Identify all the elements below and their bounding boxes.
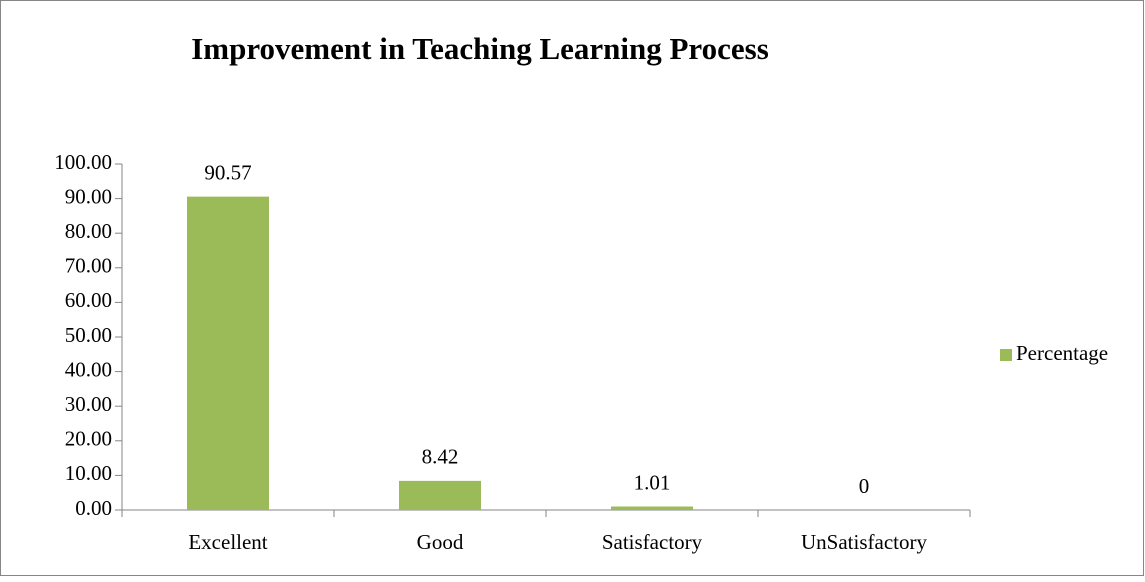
y-tick-label: 10.00 (65, 461, 112, 485)
x-tick-label: Excellent (188, 530, 267, 554)
y-tick-label: 20.00 (65, 427, 112, 451)
y-tick-label: 90.00 (65, 184, 112, 208)
legend-label: Percentage (1016, 341, 1108, 365)
data-label: 0 (859, 474, 870, 498)
data-label: 1.01 (634, 470, 671, 494)
y-tick-label: 60.00 (65, 288, 112, 312)
bar (611, 506, 693, 510)
x-tick-label: Satisfactory (602, 530, 703, 554)
bar (399, 480, 481, 510)
y-tick-label: 80.00 (65, 219, 112, 243)
x-tick-label: UnSatisfactory (801, 530, 927, 554)
data-label: 8.42 (422, 445, 459, 469)
y-tick-label: 40.00 (65, 357, 112, 381)
legend-swatch (1000, 349, 1012, 361)
y-tick-label: 30.00 (65, 392, 112, 416)
y-tick-label: 0.00 (75, 496, 112, 520)
y-tick-label: 70.00 (65, 254, 112, 278)
data-label: 90.57 (204, 160, 251, 184)
chart-title: Improvement in Teaching Learning Process (191, 31, 769, 66)
x-tick-label: Good (417, 530, 464, 554)
y-tick-label: 100.00 (54, 150, 112, 174)
bar (187, 196, 269, 510)
y-tick-label: 50.00 (65, 323, 112, 347)
